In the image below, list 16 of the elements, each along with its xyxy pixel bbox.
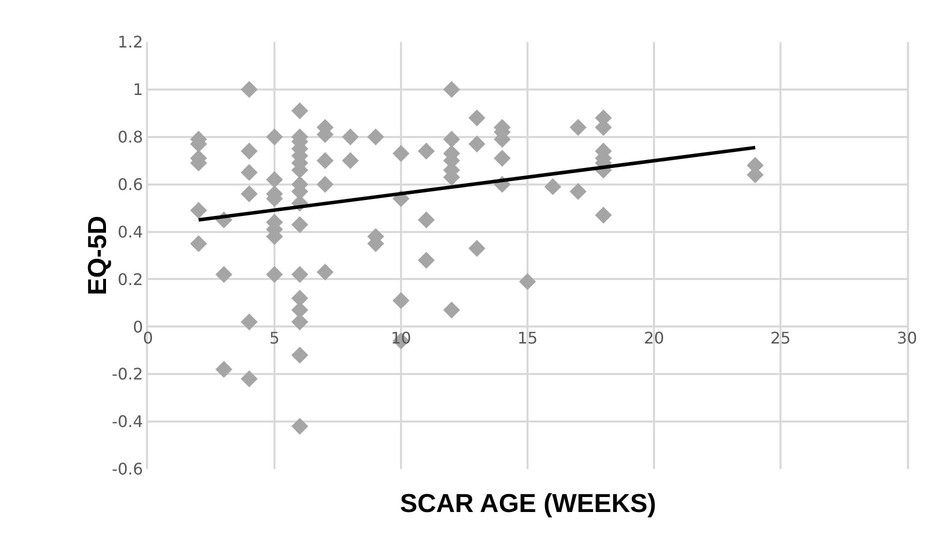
x-tick-label: 15 <box>517 328 538 348</box>
x-tick-label: 25 <box>770 328 791 348</box>
y-axis-title: EQ-5D <box>82 216 112 296</box>
x-tick-label: 5 <box>269 328 280 348</box>
y-tick-label: 1.2 <box>118 32 144 52</box>
y-tick-label: 0.6 <box>118 174 144 194</box>
x-axis-title: SCAR AGE (WEEKS) <box>400 488 656 518</box>
x-tick-label: 30 <box>896 328 918 348</box>
y-tick-label: 0.2 <box>118 270 144 289</box>
y-tick-label: -0.6 <box>112 460 144 479</box>
x-tick-label: 20 <box>644 328 664 348</box>
y-tick-label: 0.4 <box>118 222 144 242</box>
y-tick-label: 1 <box>132 80 144 100</box>
y-tick-label: 0.8 <box>118 127 144 146</box>
y-tick-label: -0.4 <box>112 412 144 432</box>
y-tick-label: -0.2 <box>112 364 144 384</box>
